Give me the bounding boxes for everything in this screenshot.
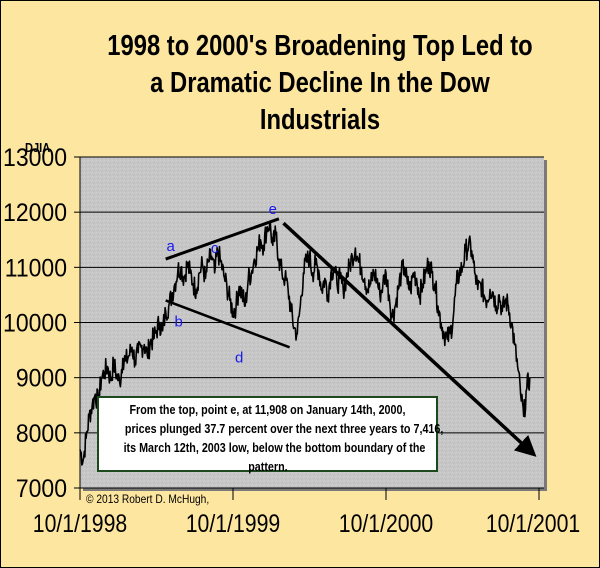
pattern-point-labels: a b c d e [167,201,277,366]
copyright-text: © 2013 Robert D. McHugh, [86,492,210,506]
x-tick-label: 10/1/1998 [33,509,127,537]
y-tick-label: 13000 [3,144,67,172]
y-tick-labels: 13000 12000 11000 10000 9000 8000 7000 [3,144,67,503]
x-tick-labels: 10/1/1998 10/1/1999 10/1/2000 10/1/2001 [33,509,580,537]
annotation-box: From the top, point e, at 11,908 on Janu… [97,396,443,474]
x-tick-label: 10/1/2001 [486,509,580,537]
y-axis-label: DJIA [25,140,51,155]
y-tick-label: 7000 [16,475,67,503]
annotation-line-2: prices plunged 37.7 percent over the nex… [124,422,444,436]
decline-arrow [282,221,537,457]
annotation-line-4: pattern. [247,460,288,474]
upper-trendline [165,217,280,261]
point-label-c: c [211,240,219,257]
point-label-e: e [269,201,277,218]
y-tick-label: 12000 [3,199,67,227]
axes [74,156,544,500]
title-line-2: a Dramatic Decline In the Dow [150,67,490,99]
annotation-line-3: its March 12th, 2003 low, below the bott… [123,441,426,455]
title-line-1: 1998 to 2000's Broadening Top Led to [107,30,533,62]
annotation-line-1: From the top, point e, at 11,908 on Janu… [129,403,406,417]
y-tick-label: 11000 [5,254,67,282]
point-label-b: b [175,313,183,330]
y-tick-label: 10000 [3,310,67,338]
chart-title: 1998 to 2000's Broadening Top Led to a D… [107,28,533,139]
point-label-d: d [235,349,243,366]
x-tick-label: 10/1/1999 [186,509,280,537]
djia-series-line [79,221,531,466]
trendlines [165,217,537,457]
x-tick-label: 10/1/2000 [339,509,433,537]
title-line-3: Industrials [259,104,381,136]
y-tick-label: 8000 [16,420,67,448]
y-tick-label: 9000 [16,365,67,393]
lower-trendline [165,299,291,349]
point-label-a: a [167,238,176,255]
